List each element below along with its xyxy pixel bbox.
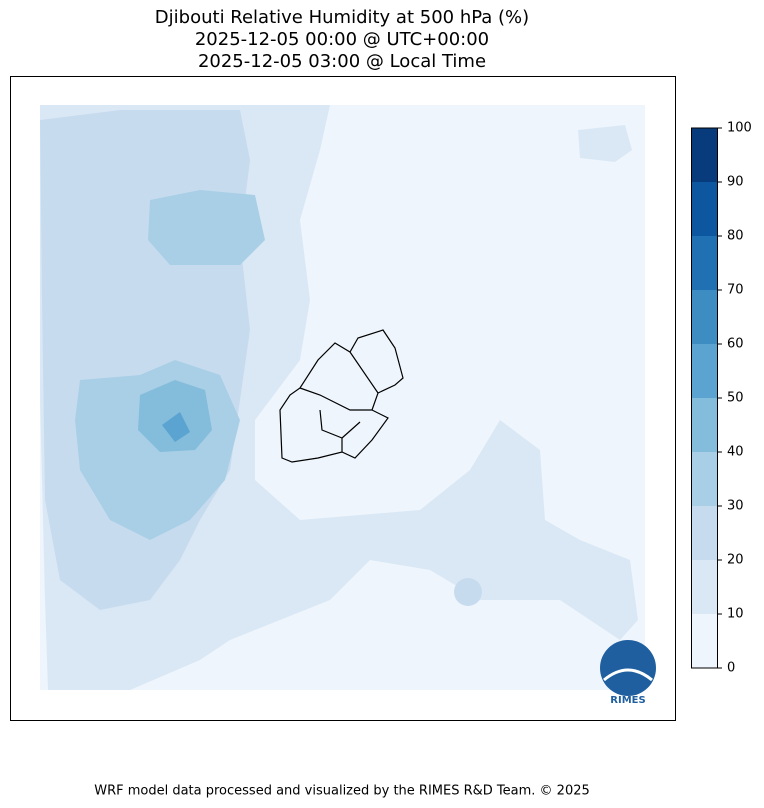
colorbar-tick-label: 10	[727, 607, 744, 622]
contour-20	[454, 578, 482, 606]
contour-50	[162, 412, 190, 442]
colorbar-tick-label: 80	[727, 229, 744, 244]
colorbar-segment	[691, 398, 718, 452]
colorbar-segment	[691, 290, 718, 344]
colorbar-tick-label: 30	[727, 499, 744, 514]
title-line: 2025-12-05 00:00 @ UTC+00:00	[195, 29, 489, 50]
title-line: 2025-12-05 03:00 @ Local Time	[198, 51, 486, 72]
colorbar-tick-label: 0	[727, 661, 735, 676]
footer: WRF model data processed and visualized …	[94, 784, 590, 799]
contour-30	[148, 190, 265, 265]
colorbar-segment	[691, 182, 718, 236]
colorbar: 0 10 20 30 40 50 60 70 80 90 100	[691, 121, 752, 676]
djibouti-border	[279, 329, 404, 463]
colorbar-segment	[691, 128, 718, 182]
colorbar-segment	[691, 614, 718, 668]
contour-10	[578, 125, 632, 162]
logo-wave	[603, 668, 653, 682]
colorbar-segment	[691, 560, 718, 614]
colorbar-tick-label: 40	[727, 445, 744, 460]
colorbar-tick-label: 90	[727, 175, 744, 190]
colorbar-segment	[691, 344, 718, 398]
colorbar-tick-label: 70	[727, 283, 744, 298]
colorbar-segment	[691, 506, 718, 560]
colorbar-segment	[691, 452, 718, 506]
map: RIMES	[10, 76, 676, 721]
colorbar-frame	[691, 127, 718, 669]
colorbar-tick-label: 20	[727, 553, 744, 568]
title-line: Djibouti Relative Humidity at 500 hPa (%…	[155, 7, 529, 28]
colorbar-tick-label: 50	[727, 391, 744, 406]
colorbar-tick-label: 100	[727, 121, 752, 136]
logo-text: RIMES	[610, 695, 645, 706]
logo-emblem	[600, 640, 656, 696]
colorbar-segment	[691, 236, 718, 290]
colorbar-tick-label: 60	[727, 337, 744, 352]
